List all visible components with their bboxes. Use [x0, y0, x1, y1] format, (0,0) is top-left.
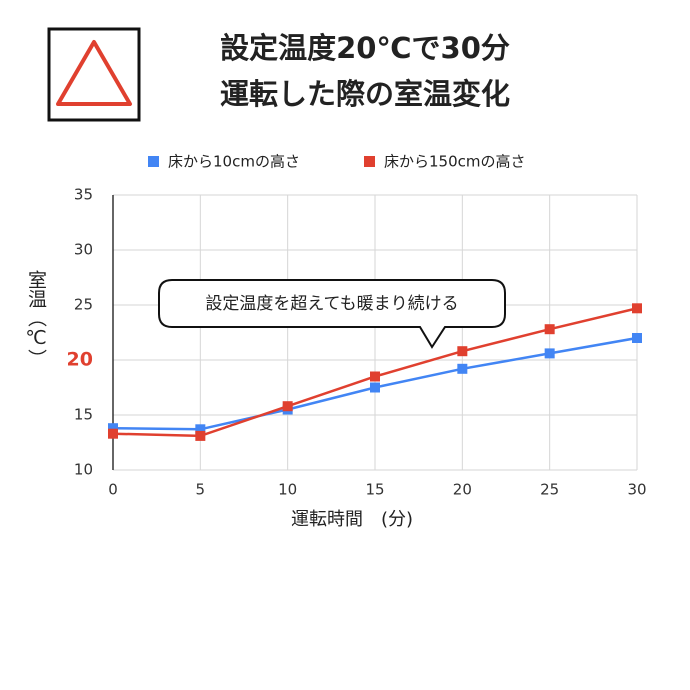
chart-title: 運転した際の室温変化 — [220, 77, 510, 111]
legend-swatch — [364, 156, 375, 167]
chart-title: 設定温度20℃で30分 — [220, 31, 510, 65]
y-tick-label: 30 — [74, 241, 93, 259]
data-point — [632, 333, 642, 343]
legend-swatch — [148, 156, 159, 167]
data-point — [195, 424, 206, 435]
callout-bubble — [158, 279, 506, 349]
y-tick-label: 25 — [74, 296, 93, 314]
y-tick-label: 10 — [74, 461, 93, 479]
warning-triangle — [56, 40, 132, 106]
data-point — [108, 423, 118, 434]
data-point — [370, 371, 380, 382]
data-point — [544, 348, 555, 359]
data-point — [632, 303, 642, 314]
x-tick-label: 5 — [196, 481, 206, 499]
data-point — [457, 346, 468, 357]
x-tick-label: 10 — [278, 481, 297, 499]
y-tick-label: 20 — [67, 349, 93, 371]
data-point — [370, 382, 380, 393]
x-tick-label: 30 — [627, 481, 646, 499]
y-tick-label: 35 — [74, 186, 93, 204]
x-tick-label: 15 — [365, 481, 384, 499]
data-point — [457, 363, 468, 374]
x-axis-label: 運転時間 (分) — [291, 509, 413, 530]
legend-label: 床から150cmの高さ — [384, 153, 526, 171]
legend-label: 床から10cmの高さ — [168, 153, 300, 171]
x-tick-label: 20 — [453, 481, 472, 499]
data-point — [195, 430, 206, 441]
x-tick-label: 0 — [108, 481, 118, 499]
annotation: 設定温度を超えても暖まり続ける — [205, 294, 458, 314]
y-tick-label: 15 — [74, 406, 93, 424]
icon-frame — [47, 27, 141, 122]
data-point — [108, 428, 118, 439]
x-tick-label: 25 — [540, 481, 559, 499]
data-point — [544, 324, 555, 335]
y-axis-label: 室温（℃） — [25, 270, 47, 368]
data-point — [282, 401, 293, 412]
